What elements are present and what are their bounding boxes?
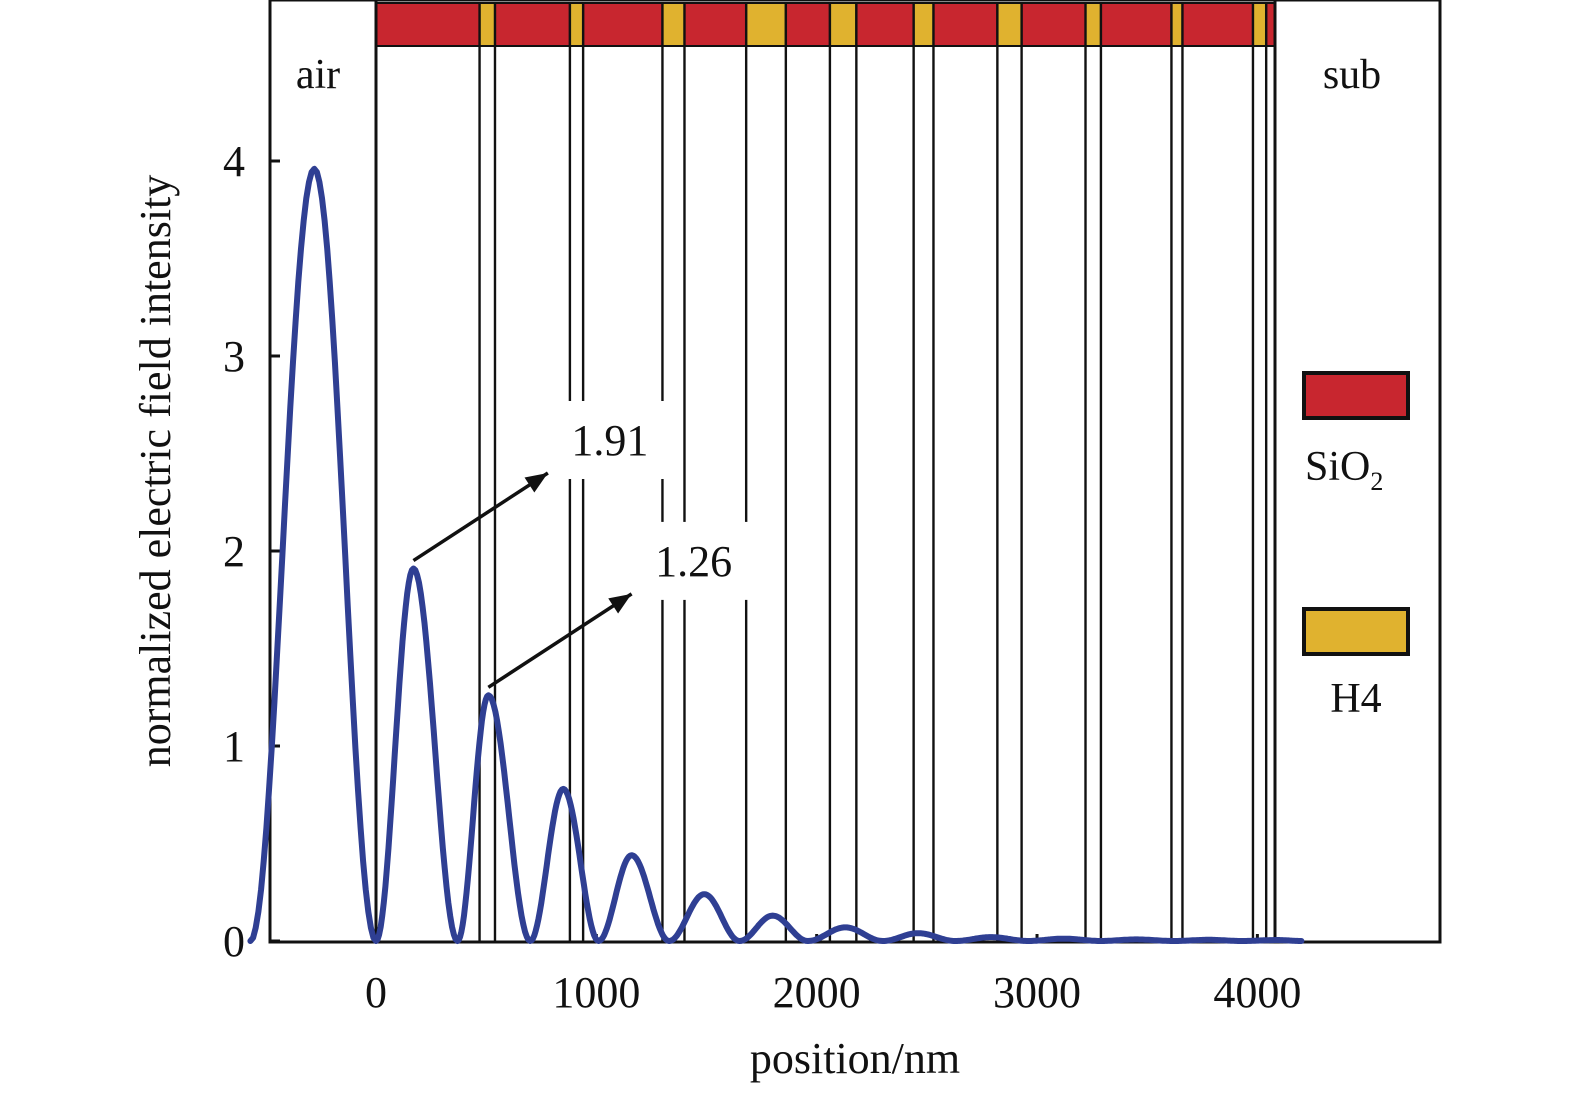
- layer-band-sio2-2: [493, 2, 571, 47]
- x-axis-title: position/nm: [750, 1034, 960, 1083]
- legend: SiO2 H4: [1302, 371, 1410, 722]
- y-tick-label: 2: [223, 527, 245, 576]
- y-tick-label: 3: [223, 332, 245, 381]
- x-tick-label: 2000: [773, 968, 861, 1017]
- layer-band-h4-13: [996, 2, 1023, 47]
- x-tick-label: 1000: [552, 968, 640, 1017]
- legend-swatch-sio2: [1302, 371, 1410, 420]
- peak-annotations: 1.91 1.26: [412, 401, 758, 689]
- annotation-arrow-line: [487, 592, 633, 689]
- field-intensity-curve: [247, 165, 1305, 944]
- annotation-arrow-head: [524, 473, 548, 493]
- annotation-label-box: [645, 521, 758, 600]
- layer-band-sio2-12: [932, 2, 999, 47]
- region-label-sub: sub: [1323, 52, 1381, 98]
- legend-swatch-h4: [1302, 607, 1410, 656]
- legend-label-sio2-main: SiO: [1305, 444, 1370, 490]
- legend-label-sio2: SiO2: [1305, 444, 1383, 496]
- layer-band-sio2-10: [855, 2, 915, 47]
- y-tick-label: 0: [223, 917, 245, 966]
- layer-band-sio2-0: [375, 2, 481, 47]
- annotation-label: 1.91: [571, 416, 648, 465]
- y-axis-title: normalized electric field intensity: [131, 175, 180, 768]
- y-tick-label: 4: [223, 137, 245, 186]
- annotation-label-box: [561, 401, 674, 479]
- y-axis-ticks: 0 1 2 3 4: [223, 137, 280, 966]
- layer-band-sio2-8: [784, 2, 831, 47]
- layer-band-h4-9: [828, 2, 858, 47]
- layer-band-h4-3: [568, 2, 585, 47]
- layer-band-h4-11: [912, 2, 935, 47]
- layer-band-h4-17: [1170, 2, 1184, 47]
- layer-band-h4-19: [1251, 2, 1268, 47]
- plot-frame: [268, 0, 1442, 944]
- annotation-label: 1.26: [655, 537, 732, 586]
- x-tick-label: 3000: [993, 968, 1081, 1017]
- layer-band-sio2-14: [1020, 2, 1087, 47]
- annotation-arrow-line: [412, 471, 549, 563]
- x-tick-label: 4000: [1213, 968, 1301, 1017]
- layer-band-h4-5: [661, 2, 686, 47]
- layer-band-h4-7: [745, 2, 787, 47]
- annotation-arrow-head: [608, 593, 632, 614]
- legend-label-sio2-subscript: 2: [1370, 467, 1383, 496]
- layer-band-h4-1: [478, 2, 496, 47]
- legend-label-h4: H4: [1330, 676, 1381, 722]
- region-label-air: air: [296, 52, 340, 98]
- layer-bands: [375, 2, 1277, 47]
- x-axis-ticks: 0 1000 2000 3000 4000: [365, 934, 1301, 1017]
- layer-band-sio2-6: [683, 2, 748, 47]
- y-tick-label: 1: [223, 722, 245, 771]
- layer-band-sio2-4: [582, 2, 664, 47]
- layer-band-sio2-18: [1181, 2, 1254, 47]
- layer-band-sio2-16: [1099, 2, 1173, 47]
- x-tick-label: 0: [365, 968, 387, 1017]
- layer-band-h4-15: [1084, 2, 1102, 47]
